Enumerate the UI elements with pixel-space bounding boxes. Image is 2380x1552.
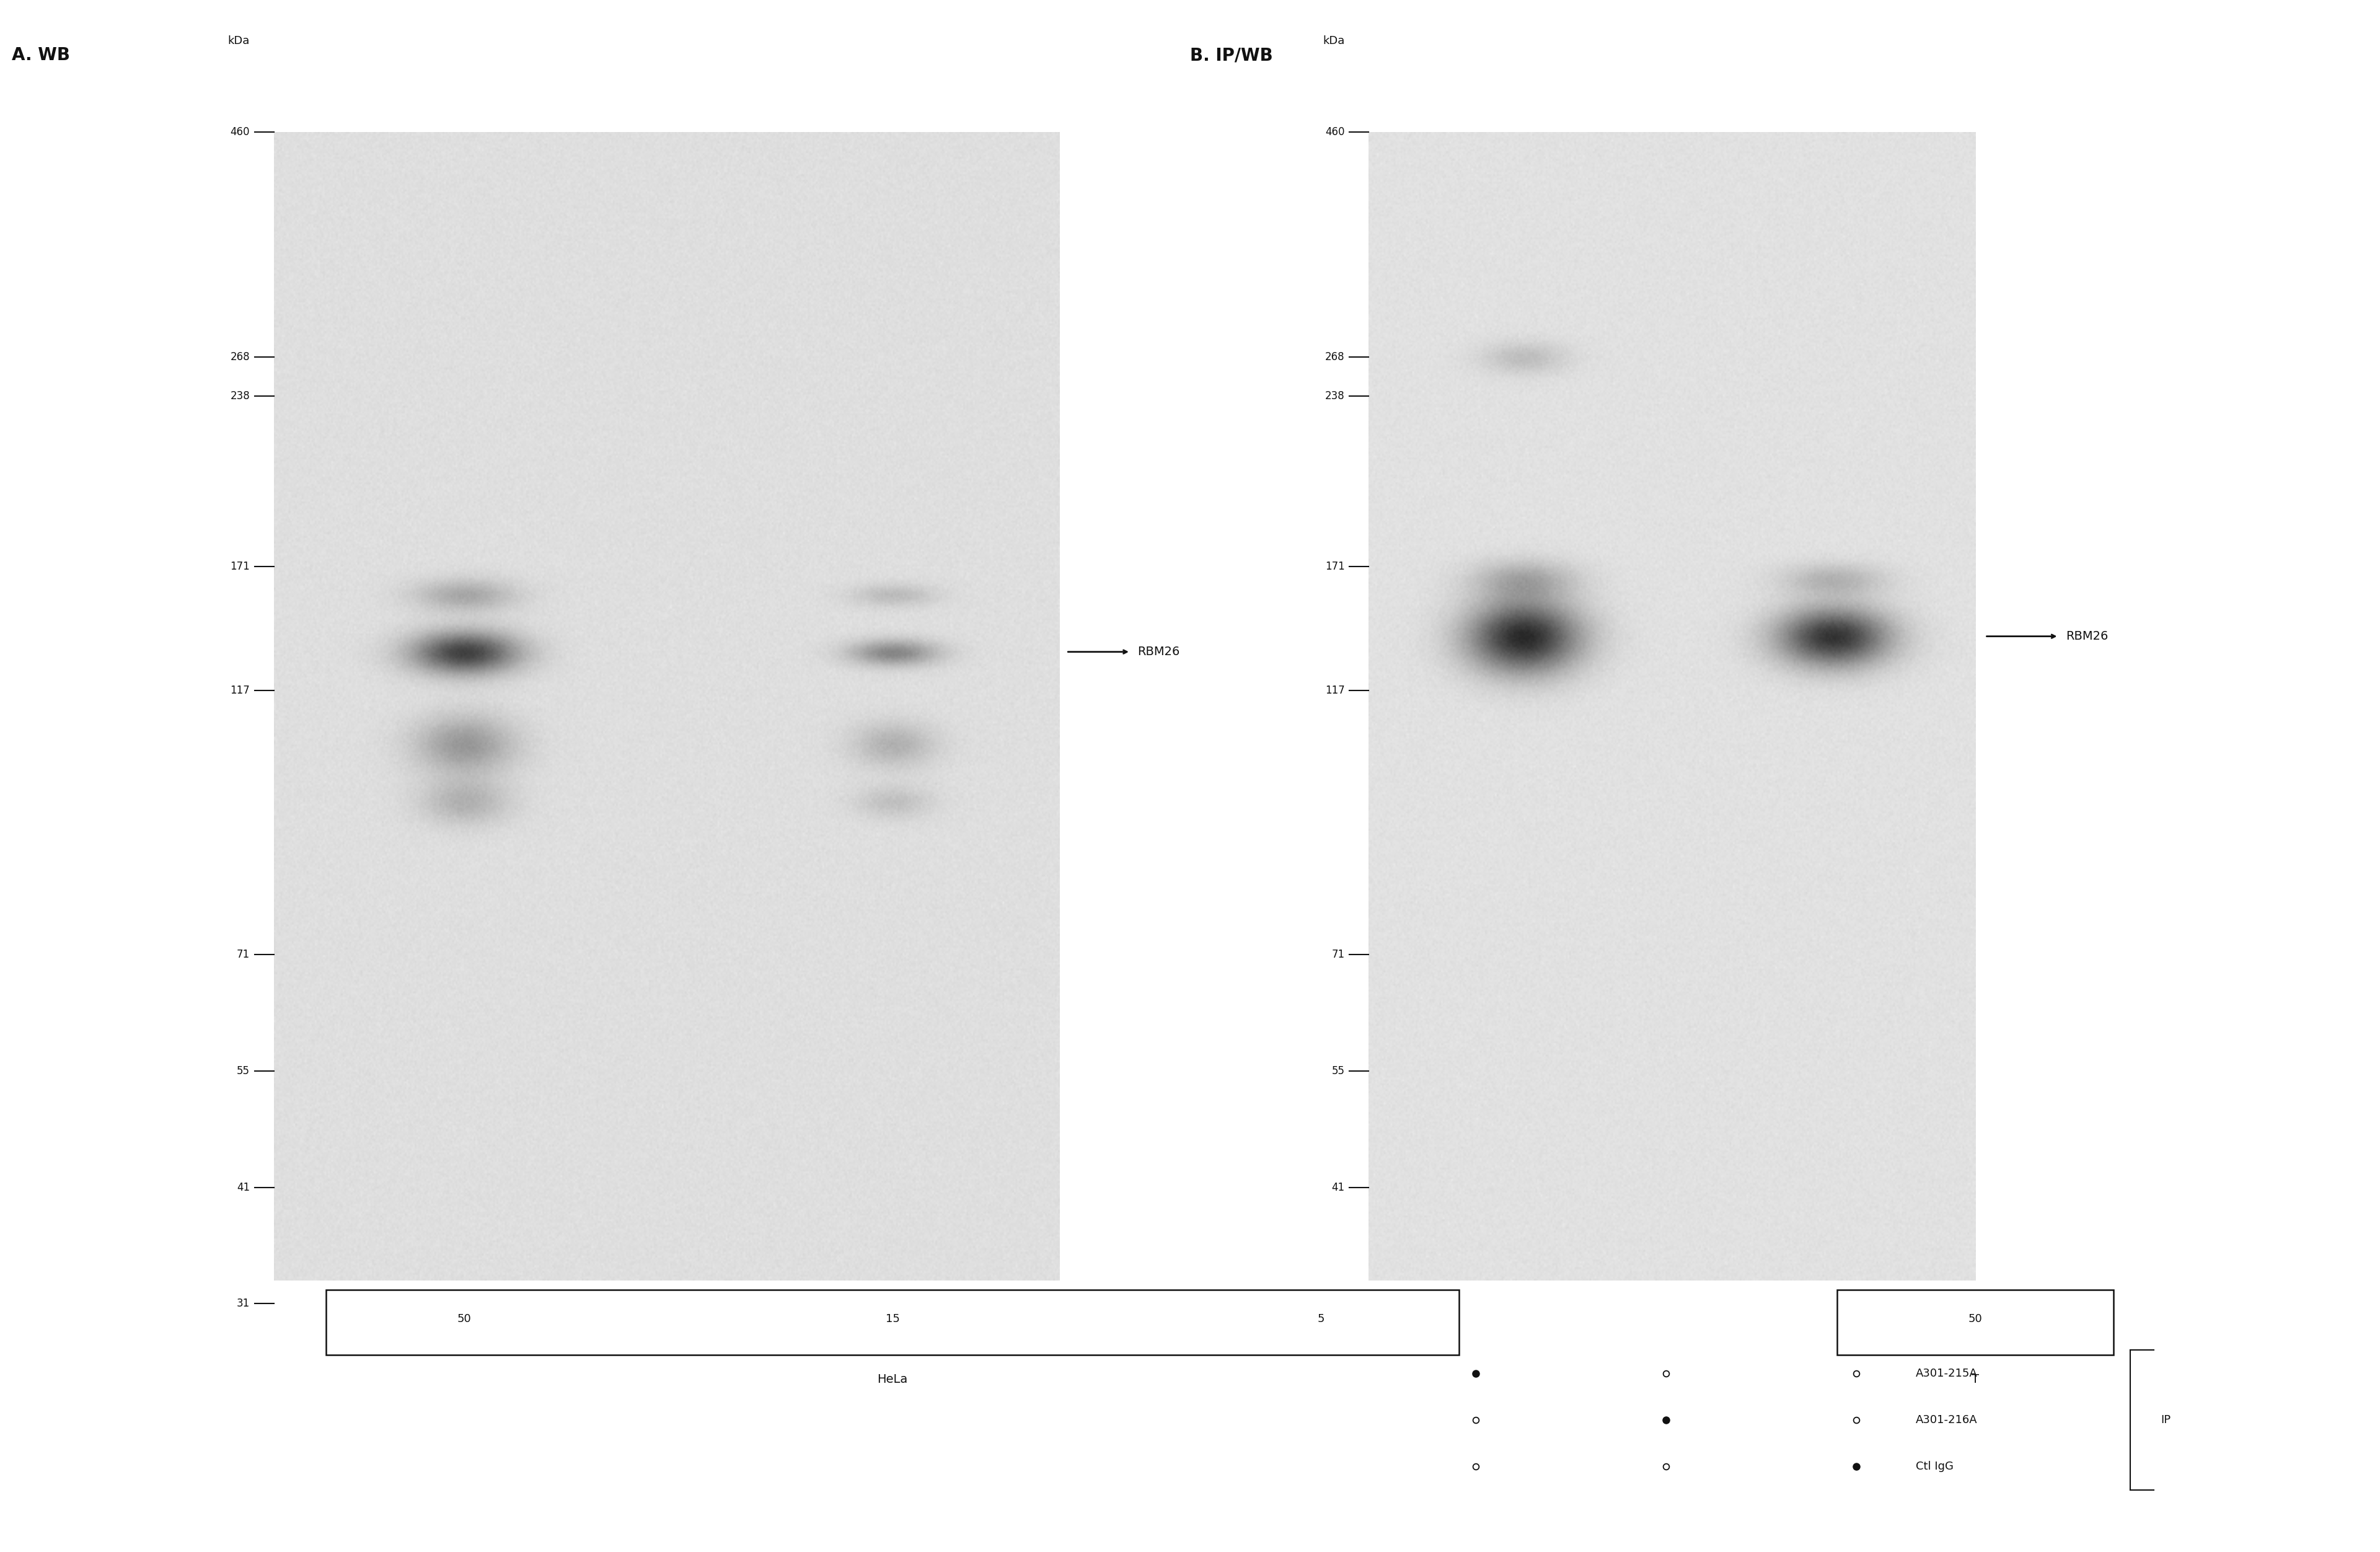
Text: A301-216A: A301-216A (1916, 1414, 1978, 1426)
Text: 41: 41 (1330, 1181, 1345, 1193)
Text: A. WB: A. WB (12, 47, 69, 64)
Text: 31: 31 (236, 1297, 250, 1310)
Text: 50: 50 (457, 1313, 471, 1325)
Text: kDa: kDa (228, 36, 250, 47)
Bar (326, 1290, 1459, 1355)
Text: 238: 238 (231, 390, 250, 402)
Text: 117: 117 (1326, 684, 1345, 697)
Text: 460: 460 (1326, 126, 1345, 138)
Bar (1837, 1290, 2113, 1355)
Bar (1368, 132, 1975, 1280)
Text: 71: 71 (1330, 948, 1345, 961)
Text: 71: 71 (236, 948, 250, 961)
Text: IP: IP (2161, 1414, 2171, 1426)
Text: 5: 5 (1319, 1313, 1323, 1325)
Text: 171: 171 (1326, 560, 1345, 573)
Text: B. IP/WB: B. IP/WB (1190, 47, 1273, 64)
Text: 50: 50 (1968, 1313, 1983, 1325)
Text: 117: 117 (231, 684, 250, 697)
Bar (274, 132, 1059, 1280)
Text: 55: 55 (1333, 1065, 1345, 1077)
Text: HeLa: HeLa (878, 1374, 907, 1386)
Text: Ctl IgG: Ctl IgG (1916, 1460, 1954, 1473)
Text: 41: 41 (236, 1181, 250, 1193)
Text: 171: 171 (231, 560, 250, 573)
Text: RBM26: RBM26 (2066, 630, 2109, 643)
Text: A301-215A: A301-215A (1916, 1367, 1978, 1380)
Text: 268: 268 (1326, 351, 1345, 363)
Text: 15: 15 (885, 1313, 900, 1325)
Text: 460: 460 (231, 126, 250, 138)
Text: RBM26: RBM26 (1138, 646, 1180, 658)
Text: 238: 238 (1326, 390, 1345, 402)
Text: kDa: kDa (1323, 36, 1345, 47)
Text: 55: 55 (238, 1065, 250, 1077)
Text: 268: 268 (231, 351, 250, 363)
Text: T: T (1971, 1374, 1980, 1386)
